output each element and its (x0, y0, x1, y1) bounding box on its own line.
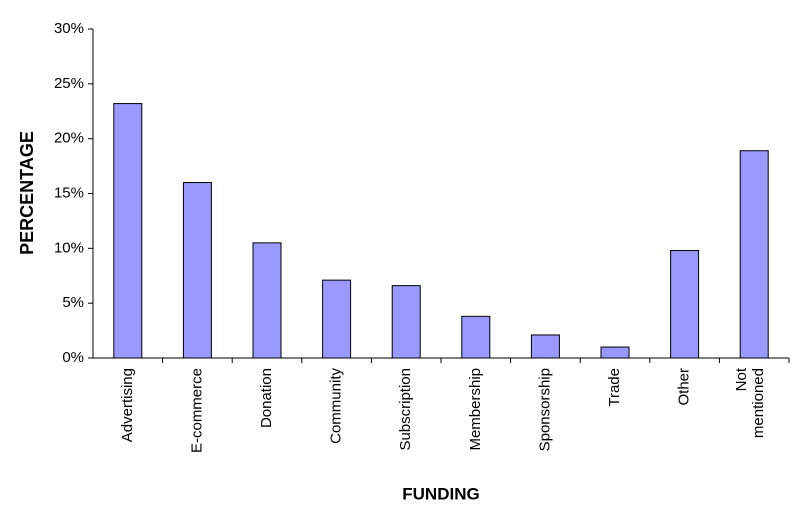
y-tick-label: 5% (62, 294, 84, 311)
x-tick-label: Subscription (397, 368, 414, 451)
bar (670, 250, 700, 359)
y-tick-label: 25% (54, 75, 84, 92)
x-tick-label: Other (676, 368, 693, 406)
bar (113, 103, 143, 359)
x-axis-title: FUNDING (402, 484, 479, 503)
y-axis-title: PERCENTAGE (17, 131, 37, 255)
bar (739, 150, 769, 359)
bar (252, 242, 282, 359)
bar (461, 315, 491, 359)
x-tick-label: Notmentioned (733, 367, 767, 438)
y-tick-label: 0% (62, 349, 84, 366)
bar (600, 346, 630, 359)
x-tick-label: Advertising (119, 368, 136, 442)
y-tick-label: 20% (54, 130, 84, 147)
x-tick-label: Community (328, 368, 345, 444)
bar (530, 334, 560, 359)
x-tick-label: Sponsorship (536, 368, 553, 451)
x-tick-label: Membership (467, 368, 484, 451)
x-tick-label: Donation (258, 368, 275, 428)
y-tick-label: 30% (54, 20, 84, 37)
bar (391, 285, 421, 359)
y-tick-label: 10% (54, 239, 84, 256)
y-tick-label: 15% (54, 184, 84, 201)
x-tick-label: Trade (606, 368, 623, 407)
bar (322, 279, 352, 359)
bar (182, 182, 212, 359)
x-tick-label: E-commerce (188, 368, 205, 453)
